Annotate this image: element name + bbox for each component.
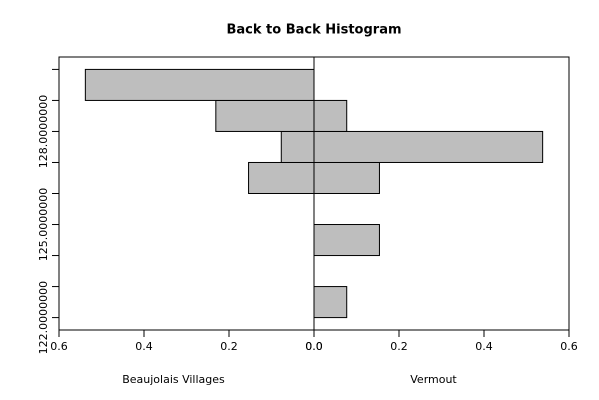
bar [84,68,315,101]
axis-label: Vermout [410,373,457,386]
bar [313,99,348,132]
x-tick-label: 0.4 [475,340,493,353]
x-tick-label: 0.4 [135,340,153,353]
bar [215,99,315,132]
bar [313,130,544,163]
y-tick-label: 125.0000000 [37,188,50,261]
bar [280,130,315,163]
y-tick-label: 122.0000000 [37,281,50,354]
x-tick-label: 0.6 [50,340,68,353]
x-tick-label: 0.2 [220,340,238,353]
x-tick-label: 0.2 [390,340,408,353]
axis-label: Beaujolais Villages [122,373,225,386]
bar [313,286,348,319]
x-tick-label: 0.6 [560,340,578,353]
y-tick-label: 128.0000000 [37,95,50,168]
bar [313,224,380,257]
bar [248,161,315,195]
x-tick-label: 0.0 [305,340,323,353]
bar [313,161,380,195]
chart-title: Back to Back Histogram [226,23,401,38]
x-tick-label: 0.0 [305,340,323,353]
